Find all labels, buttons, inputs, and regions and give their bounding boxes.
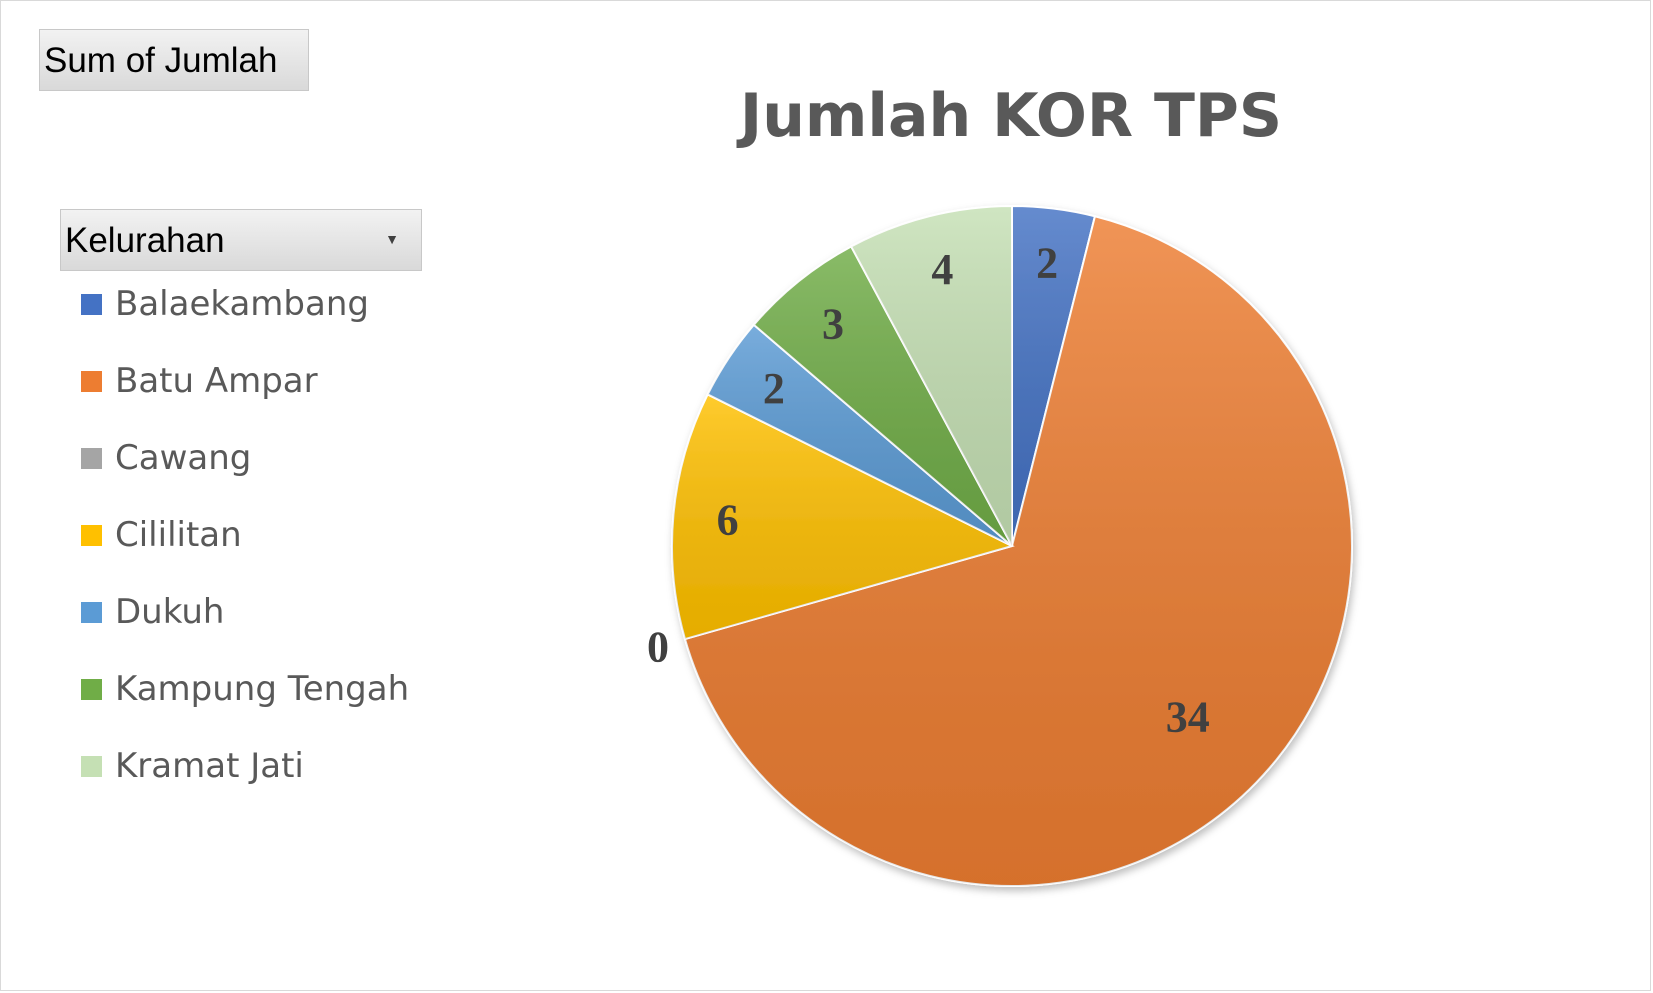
legend-label: Cililitan [115, 515, 242, 555]
data-label: 34 [1166, 692, 1210, 741]
data-label: 0 [647, 623, 669, 672]
legend-label: Balaekambang [115, 284, 369, 324]
legend-swatch [81, 679, 102, 700]
legend-item: Cililitan [81, 515, 441, 555]
pie-slice-shading [684, 216, 1352, 887]
data-label: 4 [931, 245, 953, 294]
legend-label: Batu Ampar [115, 361, 318, 401]
legend-label: Cawang [115, 438, 252, 478]
legend-swatch [81, 756, 102, 777]
chart-title: Jumlah KOR TPS [739, 81, 1283, 151]
pie-slice-shading [707, 324, 1012, 546]
pie-slice-shading [851, 206, 1012, 546]
pie-slice-shading [753, 246, 1012, 546]
value-field-button[interactable]: Sum of Jumlah [39, 29, 309, 91]
legend-item: Cawang [81, 438, 441, 478]
dropdown-arrow-icon[interactable]: ▼ [385, 231, 399, 247]
legend-item: Batu Ampar [81, 361, 441, 401]
legend-item: Kampung Tengah [81, 669, 441, 709]
value-field-label: Sum of Jumlah [44, 40, 278, 80]
axis-field-button[interactable]: Kelurahan ▼ [60, 209, 422, 271]
pie-slice-shading [672, 394, 1012, 640]
legend-item: Dukuh [81, 592, 441, 632]
legend-swatch [81, 602, 102, 623]
legend-swatch [81, 448, 102, 469]
legend-swatch [81, 294, 102, 315]
legend-label: Dukuh [115, 592, 225, 632]
legend-item: Balaekambang [81, 284, 441, 324]
data-label: 2 [1036, 239, 1058, 288]
data-label: 6 [717, 496, 739, 545]
data-label: 2 [763, 364, 785, 413]
legend-label: Kampung Tengah [115, 669, 410, 709]
legend-swatch [81, 525, 102, 546]
legend-swatch [81, 371, 102, 392]
data-label: 3 [822, 299, 844, 348]
axis-field-label: Kelurahan [65, 220, 225, 260]
legend-label: Kramat Jati [115, 746, 304, 786]
legend-item: Kramat Jati [81, 746, 441, 786]
